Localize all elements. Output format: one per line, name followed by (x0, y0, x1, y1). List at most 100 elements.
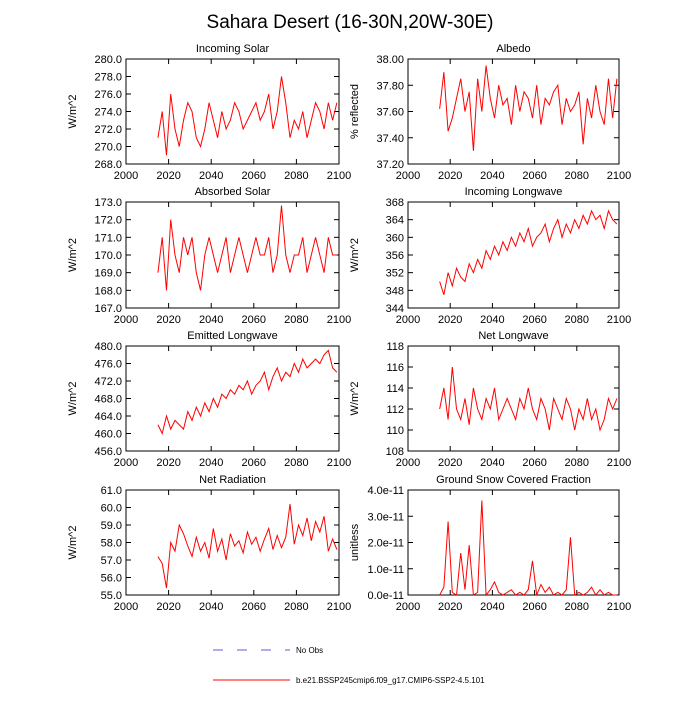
panel-title: Albedo (496, 43, 530, 55)
x-tick-label: 2000 (114, 170, 138, 182)
y-tick-label: 114 (386, 383, 404, 395)
y-tick-label: 4.0e-11 (368, 485, 405, 497)
x-tick-label: 2100 (327, 314, 351, 326)
x-tick-label: 2080 (565, 314, 589, 326)
data-line (157, 205, 337, 291)
x-tick-label: 2100 (607, 601, 631, 613)
x-tick-label: 2040 (199, 457, 223, 469)
y-tick-label: 167.0 (94, 303, 122, 315)
y-tick-label: 276.0 (94, 89, 122, 101)
y-tick-label: 270.0 (94, 142, 122, 154)
data-line (157, 76, 338, 156)
x-tick-label: 2060 (522, 457, 546, 469)
y-axis-label: W/m^2 (67, 526, 79, 560)
x-tick-label: 2040 (480, 170, 504, 182)
x-tick-label: 2020 (438, 170, 462, 182)
x-tick-label: 2080 (284, 457, 308, 469)
x-tick-label: 2020 (156, 457, 180, 469)
x-tick-label: 2080 (284, 601, 308, 613)
x-tick-label: 2080 (565, 601, 589, 613)
x-tick-label: 2020 (156, 314, 180, 326)
y-tick-label: 348 (386, 285, 404, 297)
y-axis-label: W/m^2 (349, 238, 361, 272)
y-tick-label: 456.0 (94, 446, 122, 458)
x-tick-label: 2060 (522, 314, 546, 326)
panel-title: Net Longwave (478, 330, 548, 342)
panel-title: Absorbed Solar (195, 186, 271, 198)
y-tick-label: 118 (386, 341, 404, 353)
plot-frame (407, 201, 620, 309)
plot-frame (407, 345, 620, 452)
y-tick-label: 171.0 (94, 232, 122, 244)
y-tick-label: 37.80 (376, 80, 404, 92)
data-line (439, 500, 617, 597)
y-tick-label: 172.0 (94, 215, 122, 227)
x-tick-label: 2040 (480, 314, 504, 326)
y-tick-label: 480.0 (94, 341, 122, 353)
x-tick-label: 2080 (284, 170, 308, 182)
y-tick-label: 108 (386, 446, 404, 458)
y-tick-label: 37.20 (376, 159, 404, 171)
y-tick-label: 173.0 (94, 197, 122, 209)
x-tick-label: 2080 (284, 314, 308, 326)
y-tick-label: 2.0e-11 (368, 538, 405, 550)
y-axis-label: W/m^2 (349, 382, 361, 416)
panel-title: Incoming Longwave (465, 186, 563, 198)
y-tick-label: 356 (386, 250, 404, 262)
y-tick-label: 476.0 (94, 359, 122, 371)
plot-frame (407, 58, 620, 165)
y-tick-label: 364 (386, 215, 404, 227)
x-tick-label: 2040 (480, 601, 504, 613)
plot-frame (125, 201, 340, 309)
x-tick-label: 2100 (607, 170, 631, 182)
x-tick-label: 2020 (156, 601, 180, 613)
y-tick-label: 368 (386, 197, 404, 209)
y-tick-label: 1.0e-11 (368, 564, 405, 576)
x-tick-label: 2060 (242, 314, 266, 326)
y-tick-label: 268.0 (94, 159, 122, 171)
x-tick-label: 2100 (607, 314, 631, 326)
plot-frame (125, 345, 340, 452)
x-tick-label: 2020 (156, 170, 180, 182)
y-tick-label: 112 (386, 404, 404, 416)
data-line (439, 65, 618, 151)
panel-title: Emitted Longwave (187, 330, 278, 342)
y-tick-label: 3.0e-11 (368, 511, 405, 523)
x-tick-label: 2000 (114, 601, 138, 613)
x-tick-label: 2020 (438, 601, 462, 613)
plot-frame (125, 489, 340, 596)
page-title: Sahara Desert (16-30N,20W-30E) (207, 12, 494, 33)
panel-title: Ground Snow Covered Fraction (436, 474, 591, 486)
y-tick-label: 61.0 (101, 485, 122, 497)
x-tick-label: 2080 (565, 170, 589, 182)
y-tick-label: 55.0 (101, 590, 122, 602)
y-tick-label: 360 (386, 232, 404, 244)
y-tick-label: 110 (386, 425, 404, 437)
data-line (439, 366, 618, 432)
x-tick-label: 2020 (438, 314, 462, 326)
x-tick-label: 2020 (438, 457, 462, 469)
x-tick-label: 2040 (480, 457, 504, 469)
y-tick-label: 464.0 (94, 411, 122, 423)
y-tick-label: 170.0 (94, 250, 122, 262)
y-tick-label: 472.0 (94, 376, 122, 388)
x-tick-label: 2060 (242, 601, 266, 613)
legend-label: No Obs (296, 646, 323, 655)
y-tick-label: 272.0 (94, 124, 122, 136)
x-tick-label: 2040 (199, 170, 223, 182)
x-tick-label: 2000 (396, 170, 420, 182)
x-tick-label: 2080 (565, 457, 589, 469)
x-tick-label: 2000 (396, 601, 420, 613)
y-tick-label: 274.0 (94, 107, 122, 119)
y-tick-label: 0.0e-11 (368, 590, 405, 602)
y-tick-label: 60.0 (101, 503, 122, 515)
x-tick-label: 2040 (199, 601, 223, 613)
y-tick-label: 59.0 (101, 520, 122, 532)
panel-title: Incoming Solar (196, 43, 270, 55)
y-axis-label: W/m^2 (67, 95, 79, 129)
y-tick-label: 460.0 (94, 429, 122, 441)
y-tick-label: 57.0 (101, 555, 122, 567)
legend-label: b.e21.BSSP245cmip6.f09_g17.CMIP6-SSP2-4.… (296, 676, 485, 685)
x-tick-label: 2000 (114, 457, 138, 469)
